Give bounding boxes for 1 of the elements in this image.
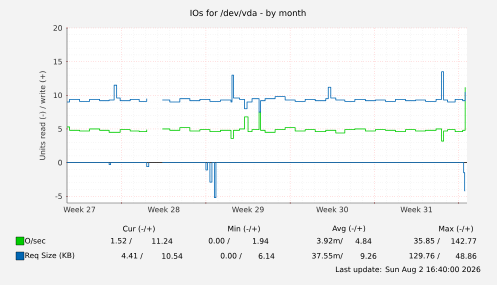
- chart-title: IOs for /dev/vda - by month: [190, 10, 306, 18]
